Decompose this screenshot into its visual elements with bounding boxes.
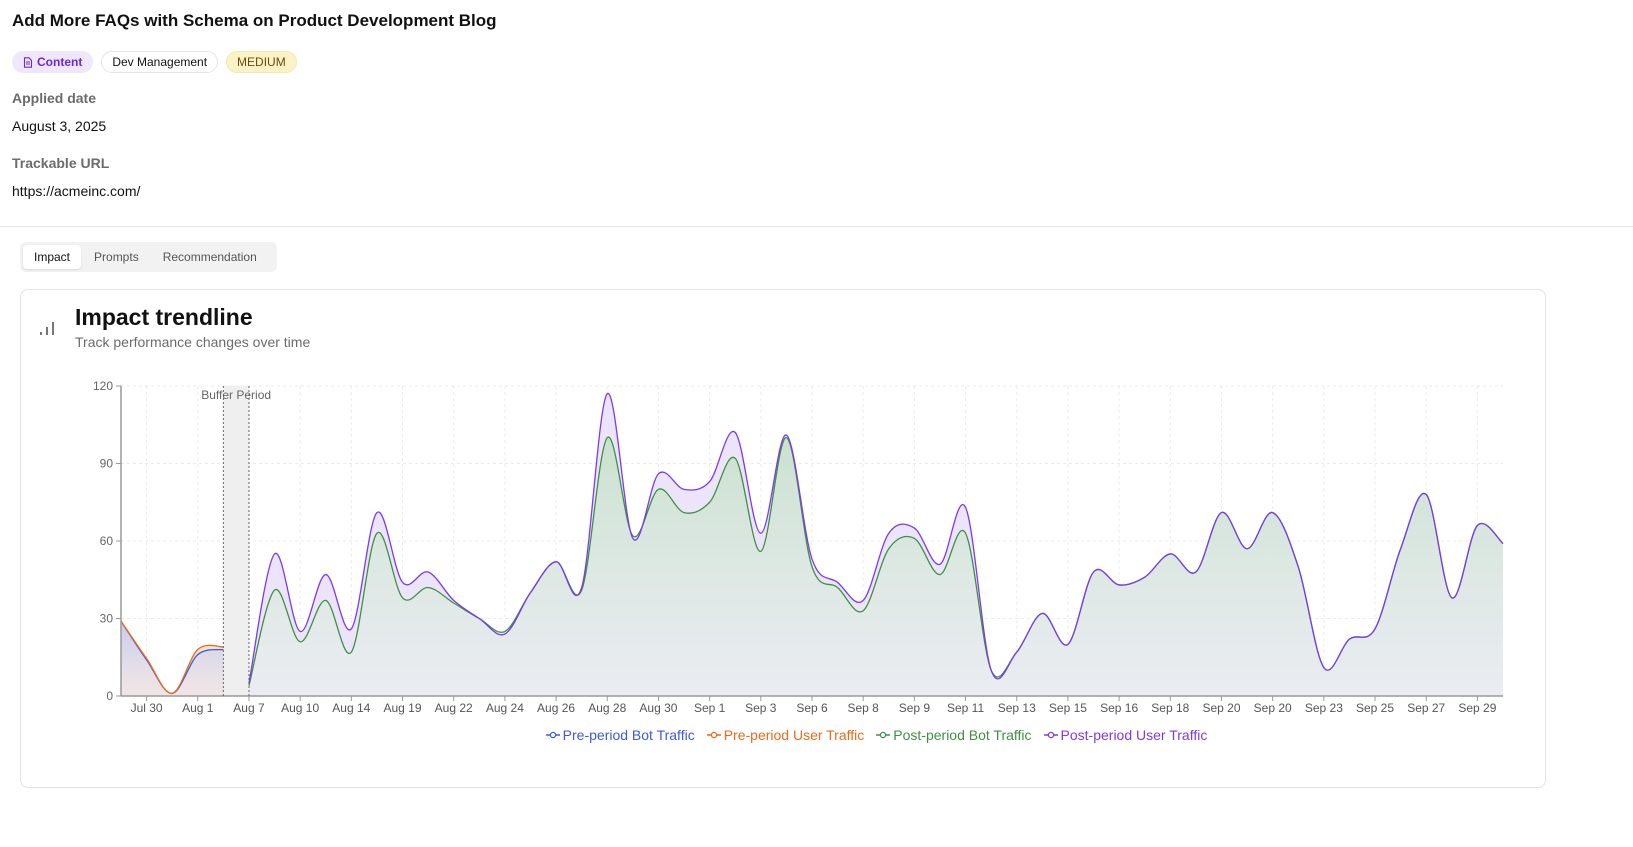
impact-card: Impact trendline Track performance chang… [20,289,1546,788]
x-tick-label: Sep 16 [1100,701,1138,715]
x-tick-label: Sep 13 [998,701,1036,715]
line-post-period-user-traffic [248,393,1504,684]
x-tick-label: Aug 7 [233,701,265,715]
chart-legend: Pre-period Bot Traffic Pre-period User Tr… [0,727,1633,743]
x-tick-label: Aug 1 [182,701,214,715]
page-title: Add More FAQs with Schema on Product Dev… [12,11,497,30]
tab-bar: Impact Prompts Recommendation [20,242,277,272]
y-tick-label: 120 [93,379,113,393]
x-tick-label: Sep 1 [694,701,726,715]
card-subtitle: Track performance changes over time [75,334,311,350]
x-tick-label: Aug 28 [588,701,626,715]
x-tick-label: Sep 11 [947,701,984,715]
legend-item[interactable]: Pre-period User Traffic [706,727,865,743]
x-tick-label: Sep 23 [1305,701,1343,715]
x-tick-label: Sep 20 [1202,701,1240,715]
x-tick-label: Aug 22 [435,701,473,715]
priority-badge: MEDIUM [226,51,297,73]
x-tick-label: Aug 10 [281,701,319,715]
x-tick-label: Aug 19 [383,701,421,715]
y-tick-label: 90 [100,457,114,471]
category-label: Content [37,55,83,69]
category-badge: Content [12,51,94,73]
applied-date-value: August 3, 2025 [12,118,107,134]
x-tick-label: Aug 30 [639,701,677,715]
tab-impact[interactable]: Impact [23,245,82,269]
y-tick-label: 30 [100,612,114,626]
legend-line-icon [876,731,891,739]
y-tick-label: 60 [100,534,114,548]
legend-label: Post-period User Traffic [1060,727,1208,743]
buffer-period-label: Buffer Period [201,388,271,402]
divider [0,226,1633,227]
legend-label: Pre-period User Traffic [723,727,865,743]
line-pre-period-user-traffic [120,620,224,695]
card-title: Impact trendline [75,304,253,330]
legend-label: Post-period Bot Traffic [893,727,1032,743]
x-tick-label: Sep 8 [848,701,880,715]
x-tick-label: Aug 24 [486,701,524,715]
x-tick-label: Sep 3 [745,701,777,715]
legend-label: Pre-period Bot Traffic [562,727,695,743]
legend-line-icon [706,731,721,739]
legend-line-icon [1043,731,1058,739]
area-pre-period-bot-traffic [121,621,224,696]
legend-line-icon [545,731,560,739]
legend-item[interactable]: Post-period Bot Traffic [876,727,1032,743]
bar-chart-icon [40,322,54,335]
legend-item[interactable]: Pre-period Bot Traffic [545,727,695,743]
x-tick-label: Sep 18 [1151,701,1189,715]
buffer-period-band [223,386,249,696]
x-tick-label: Aug 14 [332,701,370,715]
x-tick-label: Aug 26 [537,701,575,715]
x-tick-label: Sep 27 [1407,701,1445,715]
x-tick-label: Sep 25 [1356,701,1394,715]
x-tick-label: Sep 20 [1254,701,1292,715]
document-icon [23,56,33,68]
trackable-url-label: Trackable URL [12,155,110,171]
x-tick-label: Sep 6 [796,701,828,715]
x-tick-label: Sep 9 [899,701,931,715]
area-post-period-bot-traffic [248,437,1503,696]
tab-recommendation[interactable]: Recommendation [162,250,257,264]
y-tick-label: 0 [106,689,113,703]
x-tick-label: Jul 30 [131,701,163,715]
team-badge: Dev Management [101,51,219,73]
x-tick-label: Sep 29 [1458,701,1496,715]
x-tick-label: Sep 15 [1049,701,1087,715]
trackable-url-value[interactable]: https://acmeinc.com/ [12,183,141,199]
applied-date-label: Applied date [12,90,97,106]
tab-prompts[interactable]: Prompts [94,250,139,264]
legend-item[interactable]: Post-period User Traffic [1043,727,1208,743]
